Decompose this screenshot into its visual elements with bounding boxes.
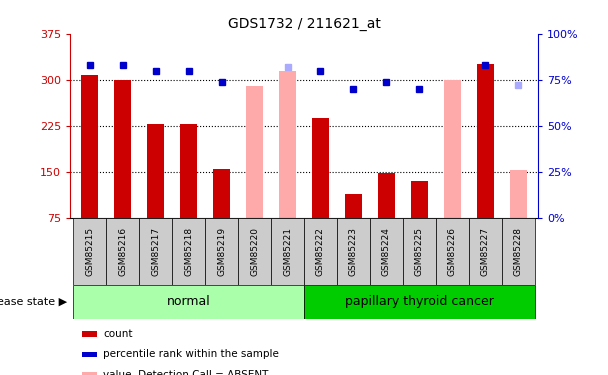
Text: value, Detection Call = ABSENT: value, Detection Call = ABSENT [103, 370, 268, 375]
Text: GSM85223: GSM85223 [349, 227, 358, 276]
Bar [73, 285, 304, 319]
Bar [181, 124, 197, 217]
Text: GSM85228: GSM85228 [514, 227, 523, 276]
Text: GSM85226: GSM85226 [448, 227, 457, 276]
Bar [106, 217, 139, 285]
Text: GSM85215: GSM85215 [85, 226, 94, 276]
Bar [139, 217, 172, 285]
Text: count: count [103, 329, 133, 339]
Text: GSM85219: GSM85219 [217, 226, 226, 276]
Text: GSM85220: GSM85220 [250, 227, 259, 276]
Text: disease state ▶: disease state ▶ [0, 297, 67, 307]
Bar [313, 118, 329, 218]
Text: normal: normal [167, 296, 210, 308]
Bar [73, 217, 106, 285]
Text: percentile rank within the sample: percentile rank within the sample [103, 350, 279, 359]
Bar [444, 80, 461, 218]
Bar [337, 217, 370, 285]
Bar [502, 217, 535, 285]
Bar [403, 217, 436, 285]
Bar [147, 124, 164, 217]
Bar [172, 217, 205, 285]
Text: GSM85225: GSM85225 [415, 227, 424, 276]
Text: papillary thyroid cancer: papillary thyroid cancer [345, 296, 494, 308]
Text: GSM85227: GSM85227 [481, 227, 490, 276]
Text: GSM85221: GSM85221 [283, 227, 292, 276]
Text: GSM85217: GSM85217 [151, 226, 160, 276]
Bar [279, 71, 295, 217]
Text: GSM85218: GSM85218 [184, 226, 193, 276]
Bar [345, 194, 362, 217]
Bar [436, 217, 469, 285]
Bar [238, 217, 271, 285]
Bar [510, 170, 527, 217]
Bar [477, 64, 494, 218]
Bar [370, 217, 403, 285]
Bar [246, 86, 263, 218]
Text: GSM85216: GSM85216 [118, 226, 127, 276]
Text: GSM85222: GSM85222 [316, 227, 325, 276]
Text: GSM85224: GSM85224 [382, 227, 391, 276]
Bar [304, 285, 535, 319]
Bar [205, 217, 238, 285]
Bar [213, 168, 230, 217]
Title: GDS1732 / 211621_at: GDS1732 / 211621_at [227, 17, 381, 32]
Bar [378, 173, 395, 217]
Bar [304, 217, 337, 285]
Bar [81, 75, 98, 217]
Bar [114, 80, 131, 218]
Bar [469, 217, 502, 285]
Bar [271, 217, 304, 285]
Bar [411, 182, 427, 218]
